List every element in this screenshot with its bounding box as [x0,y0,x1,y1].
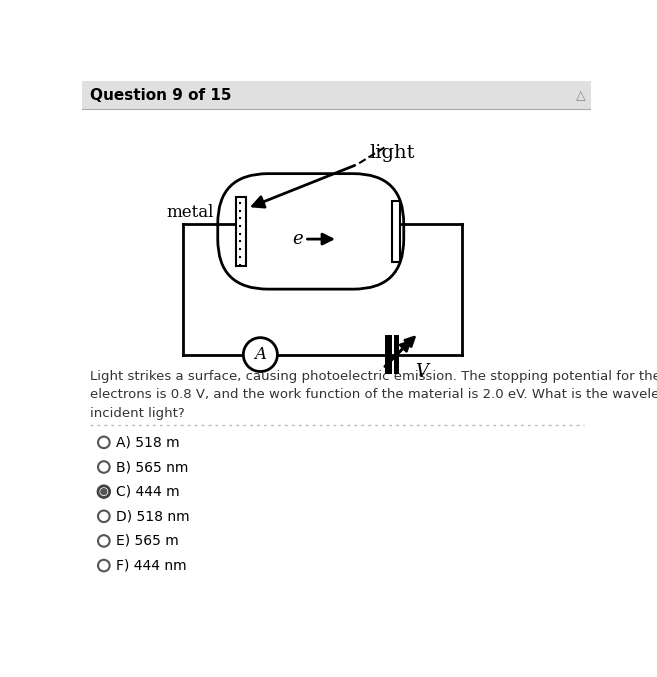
Text: e: e [292,230,303,248]
FancyBboxPatch shape [217,173,404,289]
Text: D) 518 nm: D) 518 nm [116,509,190,523]
Text: C) 444 m: C) 444 m [116,485,180,499]
Text: E) 565 m: E) 565 m [116,534,179,548]
Text: light: light [369,144,415,162]
Circle shape [98,486,110,498]
Bar [385,335,392,374]
Text: Light strikes a surface, causing photoelectric emission. The stopping potential : Light strikes a surface, causing photoel… [90,370,657,420]
Text: A) 518 m: A) 518 m [116,435,180,450]
Text: F) 444 nm: F) 444 nm [116,559,187,573]
FancyBboxPatch shape [82,81,591,109]
Circle shape [98,560,110,571]
Text: metal: metal [166,204,214,221]
Circle shape [98,461,110,473]
Circle shape [101,488,107,495]
Circle shape [98,486,110,498]
Circle shape [243,338,277,372]
Text: V: V [415,362,428,380]
Text: B) 565 nm: B) 565 nm [116,460,189,474]
Circle shape [98,510,110,522]
Bar [237,197,246,266]
Circle shape [98,535,110,547]
Text: Question 9 of 15: Question 9 of 15 [90,89,231,104]
Text: △: △ [576,89,585,102]
Circle shape [98,437,110,448]
Circle shape [101,488,107,495]
Text: A: A [254,346,266,363]
Bar [394,335,399,374]
Bar [392,200,400,262]
